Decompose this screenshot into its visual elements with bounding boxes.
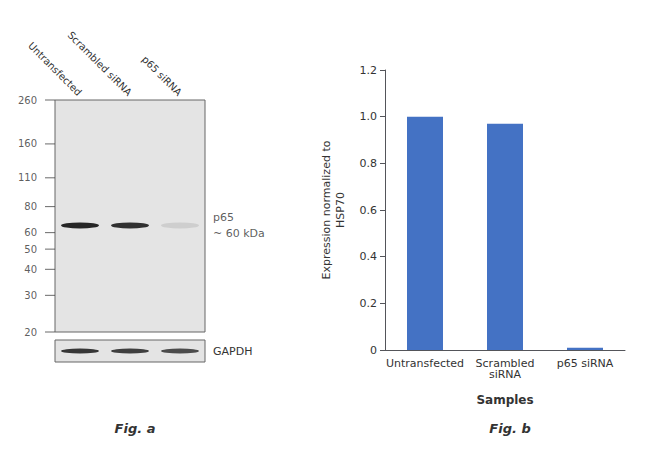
svg-text:60: 60 [24, 227, 37, 238]
svg-text:0.6: 0.6 [360, 204, 378, 217]
svg-text:0.2: 0.2 [360, 297, 378, 310]
svg-text:Untransfected: Untransfected [386, 357, 464, 370]
svg-text:40: 40 [24, 264, 37, 275]
svg-text:0.8: 0.8 [360, 157, 378, 170]
svg-text:Samples: Samples [476, 393, 533, 407]
svg-text:Fig. b: Fig. b [489, 421, 530, 436]
svg-text:20: 20 [24, 327, 37, 338]
svg-text:p65 siRNA: p65 siRNA [557, 357, 614, 370]
svg-text:HSP70: HSP70 [334, 192, 347, 228]
svg-text:80: 80 [24, 201, 37, 212]
svg-text:p65 siRNA: p65 siRNA [140, 54, 184, 98]
svg-text:Untransfected: Untransfected [26, 40, 84, 98]
svg-text:110: 110 [18, 172, 37, 183]
svg-text:Scrambled siRNA: Scrambled siRNA [65, 29, 134, 98]
svg-text:GAPDH: GAPDH [213, 345, 252, 358]
svg-text:1.0: 1.0 [360, 110, 378, 123]
svg-text:30: 30 [24, 290, 37, 301]
svg-text:0.4: 0.4 [360, 250, 378, 263]
svg-text:Scrambled: Scrambled [475, 357, 535, 370]
svg-text:50: 50 [24, 244, 37, 255]
svg-text:p65: p65 [213, 211, 234, 224]
svg-text:Fig. a: Fig. a [115, 421, 156, 436]
svg-text:~ 60 kDa: ~ 60 kDa [213, 227, 265, 240]
svg-text:260: 260 [18, 95, 37, 106]
svg-text:160: 160 [18, 138, 37, 149]
svg-text:0: 0 [370, 344, 377, 357]
svg-text:siRNA: siRNA [489, 368, 522, 381]
svg-text:1.2: 1.2 [360, 64, 378, 77]
svg-text:Expression normalized to: Expression normalized to [320, 140, 333, 279]
